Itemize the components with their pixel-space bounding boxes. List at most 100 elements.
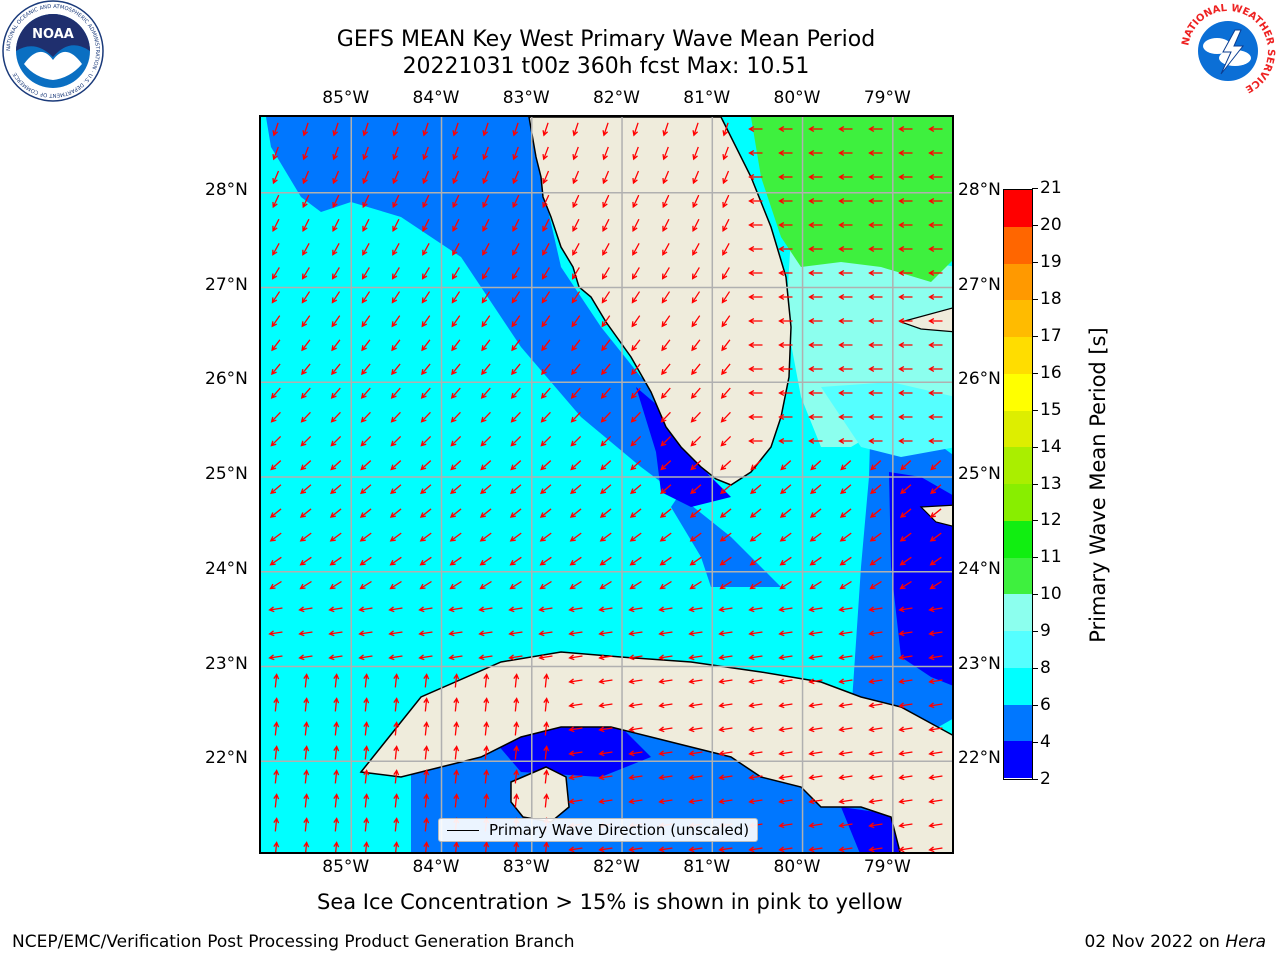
wave-vector-arrow <box>721 291 731 304</box>
wave-vector-arrow <box>898 366 913 372</box>
wave-vector-arrow <box>361 339 371 352</box>
wave-vector-arrow <box>838 126 853 132</box>
wave-vector-arrow <box>568 678 583 685</box>
wave-vector-arrow <box>423 673 430 688</box>
wave-vector-arrow <box>301 315 311 328</box>
wave-vector-arrow <box>749 556 762 566</box>
wave-vector-arrow <box>421 267 430 280</box>
wave-vector-arrow <box>331 363 341 376</box>
wave-vector-arrow <box>511 267 520 280</box>
wave-vector-arrow <box>452 170 460 185</box>
wave-vector-arrow <box>303 745 310 760</box>
wave-vector-arrow <box>453 673 460 688</box>
wave-vector-arrow <box>598 750 613 757</box>
colorbar-segment <box>1004 741 1032 778</box>
wave-vector-arrow <box>662 122 669 137</box>
wave-vector-arrow <box>542 170 550 185</box>
wave-vector-arrow <box>391 363 401 376</box>
wave-vector-arrow <box>331 291 341 304</box>
wave-vector-arrow <box>449 532 462 542</box>
wave-vector-arrow <box>631 339 641 352</box>
wave-vector-arrow <box>362 122 369 137</box>
wave-vector-arrow <box>478 630 493 637</box>
wave-vector-arrow <box>688 846 703 852</box>
wave-vector-arrow <box>451 267 460 280</box>
wave-vector-arrow <box>778 294 793 300</box>
wave-vector-arrow <box>481 363 491 376</box>
wave-vector-arrow <box>333 817 340 832</box>
wave-vector-arrow <box>422 218 430 233</box>
wave-vector-arrow <box>898 702 913 709</box>
wave-vector-arrow <box>662 170 670 185</box>
wave-vector-arrow <box>362 242 370 256</box>
wave-vector-arrow <box>362 218 370 233</box>
lat-tick-label: 22°N <box>205 748 248 769</box>
wave-vector-arrow <box>422 242 430 256</box>
wave-vector-arrow <box>928 294 943 300</box>
wave-vector-arrow <box>392 146 399 161</box>
wave-vector-arrow <box>388 630 403 637</box>
wave-vector-arrow <box>810 460 822 471</box>
wave-vector-arrow <box>273 793 280 808</box>
lon-tick-label: 81°W <box>683 857 731 877</box>
colorbar-segment <box>1004 300 1032 337</box>
wave-vector-arrow <box>358 654 373 661</box>
lon-tick-label: 80°W <box>773 88 821 108</box>
wave-vector-arrow <box>332 218 340 233</box>
wave-vector-arrow <box>868 726 883 733</box>
wave-vector-arrow <box>868 246 883 252</box>
lat-tick-label: 26°N <box>958 369 1001 390</box>
vector-legend: Primary Wave Direction (unscaled) <box>438 818 759 842</box>
wave-vector-arrow <box>929 532 942 542</box>
wave-vector-arrow <box>568 606 583 613</box>
wave-vector-arrow <box>483 745 490 760</box>
wave-vector-arrow <box>393 769 400 784</box>
wave-vector-arrow <box>838 342 853 348</box>
wave-vector-arrow <box>602 122 609 137</box>
wave-vector-arrow <box>479 556 492 566</box>
wave-vector-arrow <box>269 532 282 542</box>
lat-tick-label: 27°N <box>205 274 248 295</box>
wave-vector-arrow <box>718 798 733 805</box>
wave-vector-arrow <box>273 721 280 736</box>
wave-vector-arrow <box>598 654 613 661</box>
wave-vector-arrow <box>568 798 583 805</box>
wave-vector-arrow <box>838 726 853 733</box>
wave-vector-arrow <box>838 702 853 709</box>
wave-vector-arrow <box>598 774 613 781</box>
wave-vector-arrow <box>808 174 823 180</box>
wave-vector-arrow <box>511 291 521 304</box>
wave-vector-arrow <box>599 556 612 566</box>
wave-vector-arrow <box>299 532 312 542</box>
colorbar-segment <box>1004 226 1032 264</box>
colorbar <box>1003 189 1033 780</box>
wave-vector-arrow <box>778 246 793 252</box>
wave-vector-arrow <box>332 242 340 256</box>
wave-vector-arrow <box>809 580 822 590</box>
wave-vector-arrow <box>658 726 673 733</box>
wave-vector-arrow <box>390 484 402 495</box>
wave-vector-arrow <box>779 556 792 566</box>
sea-ice-note: Sea Ice Concentration > 15% is shown in … <box>317 890 903 914</box>
wave-vector-arrow <box>420 435 432 447</box>
wave-vector-arrow <box>928 222 943 228</box>
wave-vector-arrow <box>691 363 701 376</box>
legend-line-icon <box>447 829 479 831</box>
wave-vector-arrow <box>392 170 400 185</box>
period-fill-9 <box>821 382 952 457</box>
wave-vector-arrow <box>898 270 913 276</box>
wave-vector-arrow <box>928 390 943 396</box>
wave-vector-arrow <box>480 411 491 423</box>
wave-vector-arrow <box>423 697 430 712</box>
wave-vector-arrow <box>898 822 913 829</box>
wave-vector-arrow <box>572 194 580 209</box>
wave-vector-arrow <box>363 793 370 808</box>
wave-vector-arrow <box>570 460 582 471</box>
wave-vector-arrow <box>331 339 341 352</box>
wave-vector-arrow <box>868 222 883 228</box>
wave-vector-arrow <box>513 721 520 736</box>
wave-vector-arrow <box>600 435 612 447</box>
wave-vector-arrow <box>868 174 883 180</box>
wave-vector-arrow <box>658 798 673 805</box>
wave-vector-arrow <box>660 484 672 495</box>
